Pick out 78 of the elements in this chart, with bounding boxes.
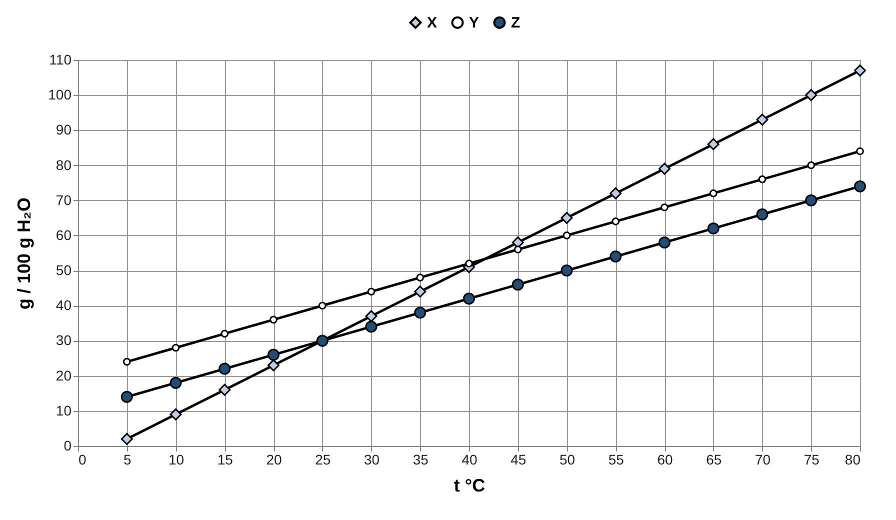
point [120, 390, 133, 403]
point [463, 292, 475, 305]
point [660, 203, 668, 212]
x-tick-label: 25 [315, 452, 331, 468]
point [414, 306, 426, 319]
point [707, 138, 720, 150]
point [416, 274, 424, 282]
point [658, 162, 670, 175]
point [514, 246, 522, 254]
legend-label: Z [511, 14, 520, 32]
y-tick-label: 70 [56, 192, 72, 208]
point [560, 264, 573, 277]
y-tick-label: 40 [56, 297, 72, 314]
point [658, 236, 670, 248]
y-tick-label: 80 [56, 156, 72, 173]
y-tick-label: 30 [56, 332, 72, 348]
x-tick-label: 40 [462, 452, 478, 468]
y-tick-label: 100 [48, 86, 72, 103]
legend-label: Y [469, 14, 480, 32]
point [805, 89, 818, 102]
point [367, 288, 376, 296]
x-tick-label: 65 [706, 452, 722, 468]
y-tick-label: 20 [56, 367, 72, 384]
point [170, 376, 182, 389]
point [268, 359, 280, 372]
y-tick-label: 0 [64, 438, 72, 454]
point [709, 189, 718, 198]
point [218, 362, 231, 375]
point [365, 320, 378, 333]
point [365, 310, 378, 322]
x-tick-label: 75 [804, 452, 820, 468]
x-tick-label: 10 [168, 452, 184, 468]
x-tick-label: 45 [510, 452, 526, 468]
point [172, 344, 180, 352]
legend-label: X [427, 14, 438, 32]
point [805, 194, 818, 206]
y-tick-label: 60 [56, 226, 72, 243]
x-tick-label: 30 [364, 452, 380, 468]
point [512, 278, 524, 291]
x-tick-label: 5 [123, 452, 132, 468]
point [170, 408, 182, 420]
x-tick-label: 50 [559, 452, 576, 468]
point [758, 175, 766, 184]
x-tick-label: 80 [844, 452, 861, 468]
point [854, 64, 866, 77]
point [807, 161, 816, 170]
point [268, 348, 280, 361]
y-axis-title: g / 100 g H₂O [14, 197, 34, 310]
point [562, 232, 571, 240]
x-tick-label: 60 [657, 452, 673, 468]
x-tick-label: 70 [754, 452, 771, 468]
point [612, 218, 620, 226]
point [856, 147, 864, 156]
point [756, 208, 768, 220]
point [220, 330, 229, 338]
point [560, 212, 573, 224]
y-tick-label: 110 [49, 52, 72, 68]
point [610, 250, 622, 262]
x-tick-label: 20 [266, 452, 282, 468]
point [414, 286, 426, 298]
point [854, 180, 866, 192]
point [318, 302, 326, 310]
point [270, 316, 278, 324]
x-tick-label: 35 [412, 452, 429, 468]
y-tick-label: 10 [56, 402, 72, 418]
x-tick-label: 55 [608, 452, 624, 468]
point [120, 432, 133, 445]
x-tick-label: 15 [217, 452, 234, 468]
point [756, 114, 768, 126]
x-axis-title: t °C [454, 476, 486, 496]
point [707, 222, 720, 234]
y-tick-label: 90 [56, 122, 72, 138]
x-tick-label: 0 [78, 452, 86, 468]
point [610, 187, 622, 200]
point [218, 384, 231, 396]
point [122, 358, 131, 366]
point [465, 260, 473, 268]
y-tick-label: 50 [56, 262, 72, 278]
